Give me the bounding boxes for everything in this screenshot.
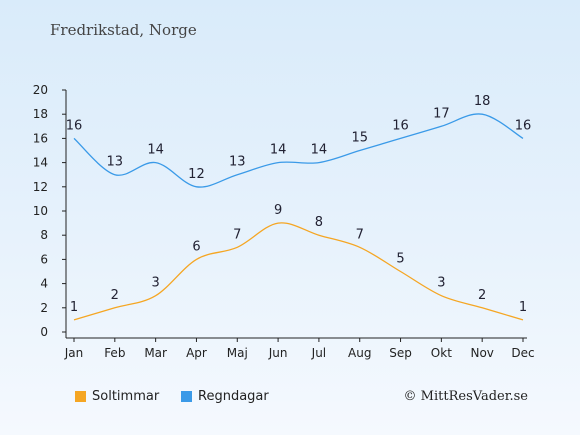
legend-swatch-regndagar [181,391,192,402]
data-label-regndagar: 14 [311,143,328,158]
x-tick-label: Nov [470,346,493,360]
x-tick-label: Feb [104,346,125,360]
data-label-soltimmar: 8 [315,215,323,230]
data-label-soltimmar: 3 [151,276,159,291]
data-label-regndagar: 14 [147,143,164,158]
x-tick-label: Mar [144,346,167,360]
x-tick-label: Jun [268,346,288,360]
data-label-regndagar: 16 [66,118,83,133]
y-tick-label: 10 [33,204,48,218]
x-tick-label: Aug [348,346,371,360]
data-label-soltimmar: 9 [274,203,282,218]
series-line-soltimmar [73,222,524,321]
y-tick-label: 20 [33,83,48,97]
y-tick-label: 2 [40,301,48,315]
legend-label-regndagar: Regndagar [198,389,269,404]
y-tick-label: 12 [33,180,48,194]
data-label-regndagar: 16 [392,118,409,133]
y-tick-label: 18 [33,107,48,121]
data-label-regndagar: 14 [270,143,287,158]
data-label-soltimmar: 1 [519,300,527,315]
chart-title: Fredrikstad, Norge [50,21,197,39]
data-label-soltimmar: 2 [111,288,119,303]
y-tick-label: 6 [40,252,48,266]
data-label-soltimmar: 3 [437,276,445,291]
data-label-regndagar: 17 [433,106,450,121]
y-tick-label: 14 [33,156,48,170]
data-label-regndagar: 13 [107,155,124,170]
x-tick-label: Dec [511,346,534,360]
x-tick-label: Jul [311,346,326,360]
x-tick-label: Jan [64,346,84,360]
legend-swatch-soltimmar [75,391,86,402]
series-line-regndagar [73,113,524,188]
legend-item-regndagar: Regndagar [181,389,269,404]
y-tick-label: 16 [33,131,48,145]
data-label-soltimmar: 1 [70,300,78,315]
data-label-soltimmar: 7 [356,227,364,242]
x-tick-label: Okt [431,346,452,360]
data-label-regndagar: 15 [351,131,368,146]
x-tick-label: Maj [227,346,248,360]
data-label-soltimmar: 6 [192,239,200,254]
credit-link[interactable]: © MittResVader.se [403,389,528,404]
data-label-regndagar: 12 [188,167,205,182]
legend-label-soltimmar: Soltimmar [92,389,160,404]
x-tick-label: Sep [389,346,412,360]
y-tick-label: 8 [40,228,48,242]
data-label-regndagar: 16 [515,118,532,133]
y-tick-label: 0 [40,325,48,339]
data-label-soltimmar: 2 [478,288,486,303]
x-tick-label: Apr [186,346,207,360]
y-tick-label: 4 [40,277,48,291]
data-label-soltimmar: 5 [396,252,404,267]
data-label-soltimmar: 7 [233,227,241,242]
legend-item-soltimmar: Soltimmar [75,389,159,404]
data-label-regndagar: 18 [474,94,491,109]
data-label-regndagar: 13 [229,155,246,170]
